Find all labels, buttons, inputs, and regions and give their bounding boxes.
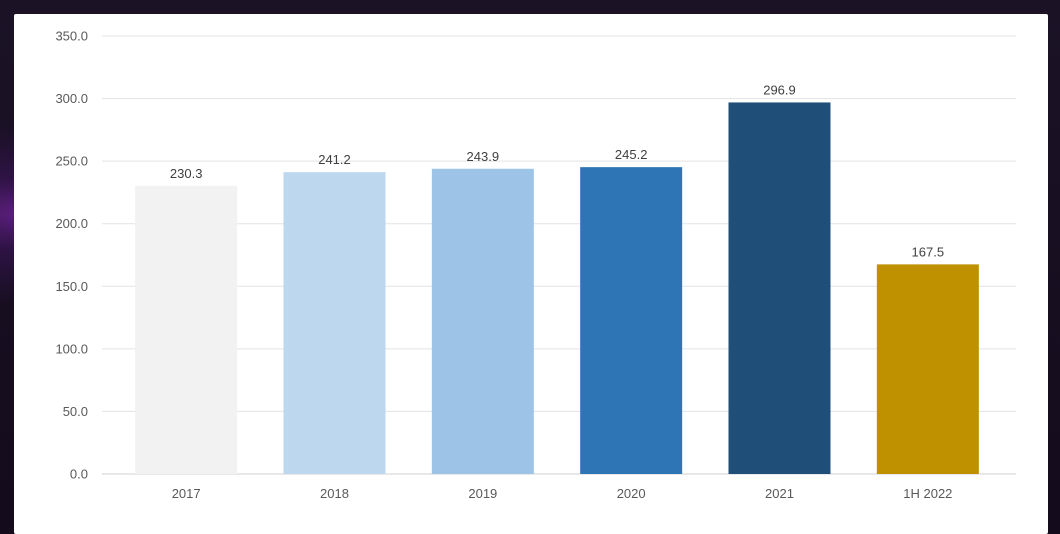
data-labels: 230.3 241.2 243.9 245.2 296.9 167.5 [170, 82, 944, 259]
x-tick-label: 2018 [320, 486, 349, 501]
x-tick-label: 2019 [468, 486, 497, 501]
y-tick-label: 350.0 [55, 29, 88, 44]
bars [135, 102, 979, 475]
y-tick-label: 250.0 [55, 154, 88, 169]
x-tick-label: 2017 [172, 486, 201, 501]
data-label: 241.2 [318, 152, 351, 167]
x-tick-label: 1H 2022 [903, 486, 952, 501]
gridlines [102, 35, 1016, 475]
bar-2017 [135, 185, 238, 474]
y-tick-label: 0.0 [70, 467, 88, 482]
y-tick-label: 300.0 [55, 91, 88, 106]
y-tick-label: 50.0 [63, 404, 88, 419]
y-tick-label: 150.0 [55, 279, 88, 294]
x-tick-label: 2020 [617, 486, 646, 501]
data-label: 230.3 [170, 166, 203, 181]
bar-2020 [580, 167, 683, 474]
bar-2019 [431, 168, 534, 475]
y-tick-label: 200.0 [55, 216, 88, 231]
data-label: 296.9 [763, 82, 796, 97]
y-tick-label: 100.0 [55, 341, 88, 356]
bar-1h-2022 [876, 264, 979, 474]
bar-2018 [283, 172, 386, 474]
x-axis: 2017 2018 2019 2020 2021 1H 2022 [172, 486, 953, 501]
data-label: 245.2 [615, 147, 648, 162]
x-tick-label: 2021 [765, 486, 794, 501]
bar-2021 [728, 102, 831, 474]
y-axis: 0.0 50.0 100.0 150.0 200.0 250.0 300.0 350.0 [55, 29, 88, 482]
data-label: 243.9 [467, 149, 500, 164]
data-label: 167.5 [912, 244, 945, 259]
